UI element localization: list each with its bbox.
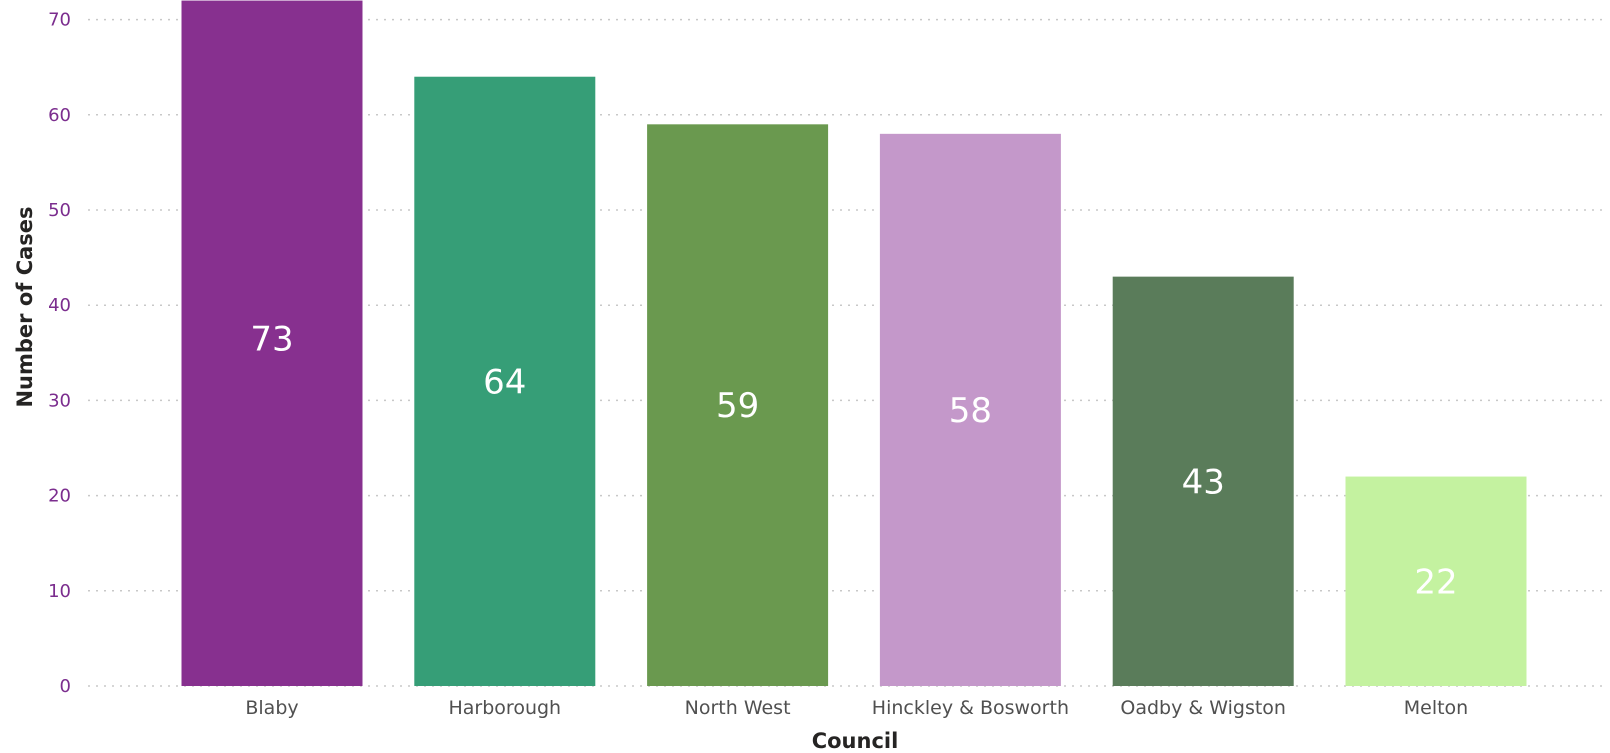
x-tick-label: Blaby [245,697,298,719]
data-label: 73 [250,320,293,360]
y-axis-ticks: 0 10 20 30 40 50 60 70 [48,10,71,697]
y-tick-label: 70 [48,10,71,31]
bar[interactable] [1345,476,1527,686]
bar[interactable] [1112,276,1294,686]
y-axis-title: Number of Cases [13,206,37,407]
x-axis-title: Council [812,729,899,753]
data-label: 58 [949,391,992,431]
x-tick-label: Harborough [449,697,562,719]
data-label: 43 [1182,462,1225,502]
y-tick-label: 50 [48,200,71,221]
bar[interactable] [879,133,1061,687]
x-axis-ticks: Blaby Harborough North West Hinckley & Bosw… [245,697,1468,719]
bar[interactable] [414,76,596,687]
y-tick-label: 10 [48,581,71,602]
x-tick-label: Oadby & Wigston [1120,697,1286,719]
data-label: 22 [1414,562,1457,602]
x-tick-label: Hinckley & Bosworth [872,697,1069,719]
y-tick-label: 0 [60,676,71,697]
data-label: 59 [716,386,759,426]
bars [181,0,1527,687]
x-tick-label: Melton [1404,697,1468,719]
y-tick-label: 30 [48,390,71,411]
x-tick-label: North West [685,697,791,719]
data-label: 64 [483,362,526,402]
y-tick-label: 20 [48,486,71,507]
bar[interactable] [181,0,363,687]
bar[interactable] [647,124,829,686]
data-labels: 73 64 59 58 43 22 [250,320,1457,603]
y-tick-label: 40 [48,295,71,316]
y-tick-label: 60 [48,105,71,126]
